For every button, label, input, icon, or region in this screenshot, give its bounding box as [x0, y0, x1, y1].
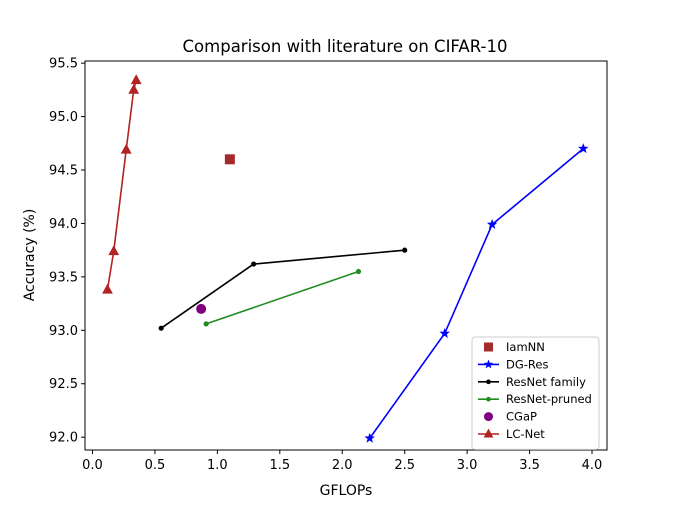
legend-box	[471, 336, 600, 450]
legend-marker	[486, 396, 491, 402]
legend-label: DG-Res	[506, 357, 548, 371]
legend-label: ResNet family	[506, 375, 586, 389]
y-axis-label: Accuracy (%)	[22, 209, 38, 302]
x-tick-label: 0.0	[82, 458, 103, 473]
data-point-dg-res	[364, 432, 375, 443]
data-point-lc-net	[102, 283, 113, 294]
legend-marker	[484, 342, 493, 352]
legend-item-lc-net: LC-Net	[478, 427, 545, 441]
series-layer	[102, 74, 589, 443]
series-iamnn	[224, 154, 235, 165]
chart-title: Comparison with literature on CIFAR-10	[183, 37, 508, 56]
y-tick-label: 94.0	[49, 217, 78, 232]
series-resnet-pruned	[203, 268, 362, 327]
x-tick-label: 3.5	[519, 458, 540, 473]
data-point-dg-res	[439, 328, 450, 338]
y-tick-label: 92.5	[49, 377, 78, 392]
data-point-resnet-family	[158, 325, 164, 331]
data-point-lc-net	[128, 83, 140, 94]
data-point-cgap	[196, 303, 207, 314]
legend-marker	[483, 359, 494, 369]
x-tick-label: 3.0	[457, 458, 478, 473]
x-axis-ticks: 0.0 0.5 1.0 1.5 2.0 2.5 3.0 3.5 4.0	[82, 450, 602, 473]
y-tick-label: 94.5	[49, 164, 78, 179]
y-tick-label: 92.0	[49, 431, 78, 446]
data-point-dg-res	[486, 219, 498, 229]
y-tick-label: 93.5	[49, 270, 78, 285]
series-line-resnet-pruned	[205, 270, 359, 325]
legend-marker	[486, 379, 491, 385]
x-tick-label: 2.0	[332, 458, 353, 473]
legend-label: ResNet-pruned	[506, 392, 592, 406]
legend-label: LC-Net	[506, 427, 545, 441]
data-point-lc-net	[108, 245, 120, 256]
y-tick-label: 93.0	[49, 324, 78, 339]
data-point-lc-net	[130, 74, 142, 85]
data-point-resnet-pruned	[355, 268, 362, 275]
y-axis-ticks: 92.0 92.5 93.0 93.5 94.0 94.5 95.0 95.5	[49, 57, 85, 446]
legend-item-dg-res: DG-Res	[478, 357, 548, 371]
legend-marker	[484, 412, 493, 422]
series-line-resnet-family	[160, 249, 405, 329]
legend-marker	[483, 428, 494, 438]
x-tick-label: 1.5	[269, 458, 290, 473]
plot-frame	[84, 60, 608, 451]
data-point-dg-res	[578, 143, 589, 154]
series-dg-res	[364, 143, 589, 443]
x-tick-label: 4.0	[582, 458, 603, 473]
legend: IamNN DG-Res ResNet family ResNet-pruned CGa…	[471, 336, 600, 450]
series-resnet-family	[158, 247, 408, 331]
data-point-resnet-family	[402, 247, 408, 253]
data-point-resnet-family	[250, 261, 257, 267]
x-axis-label: GFLOPs	[320, 483, 373, 499]
data-point-iamnn	[224, 154, 235, 165]
series-lc-net	[102, 74, 142, 294]
series-line-lc-net	[106, 80, 137, 290]
data-point-lc-net	[120, 143, 132, 154]
x-tick-label: 2.5	[394, 458, 415, 473]
series-line-dg-res	[369, 148, 584, 439]
legend-label: CGaP	[506, 410, 537, 424]
data-point-resnet-pruned	[203, 321, 209, 327]
legend-item-iamnn: IamNN	[484, 340, 545, 354]
legend-item-resnet-family: ResNet family	[478, 375, 586, 389]
legend-item-cgap: CGaP	[484, 410, 537, 424]
series-cgap	[196, 303, 207, 314]
legend-item-resnet-pruned: ResNet-pruned	[478, 392, 592, 406]
y-tick-label: 95.0	[49, 110, 78, 125]
x-tick-label: 1.0	[207, 458, 228, 473]
legend-label: IamNN	[506, 340, 545, 354]
y-tick-label: 95.5	[49, 57, 78, 72]
x-tick-label: 0.5	[145, 458, 166, 473]
